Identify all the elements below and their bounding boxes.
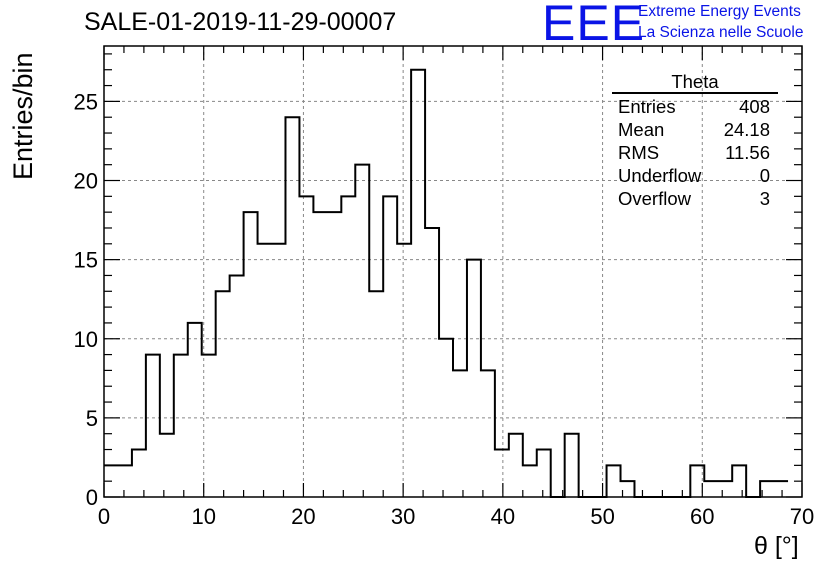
histogram-bin: [607, 465, 621, 497]
histogram-bin: [383, 196, 397, 497]
stats-value: 24.18: [723, 119, 770, 140]
histogram-bin: [188, 323, 202, 497]
y-tick-label: 15: [74, 248, 98, 273]
x-tick-label: 70: [790, 504, 814, 529]
x-tick-label: 10: [191, 504, 215, 529]
stats-row-mean: Mean 24.18: [612, 118, 778, 141]
y-tick-label: 25: [74, 89, 98, 114]
logo-line-1: Extreme Energy Events: [638, 3, 801, 20]
histogram-bin: [774, 481, 788, 497]
histogram-bin: [174, 355, 188, 497]
axis-ticks: [103, 46, 803, 498]
histogram-bin: [146, 355, 160, 497]
y-tick-label: 5: [86, 406, 98, 431]
histogram-bin: [258, 244, 272, 497]
histogram-bin: [244, 212, 258, 497]
histogram-bin: [621, 481, 635, 497]
histogram-bin: [425, 228, 439, 497]
plot-frame: [103, 45, 803, 498]
stats-label: Overflow: [618, 188, 691, 209]
histogram-bin: [299, 196, 313, 497]
stats-label: Mean: [618, 119, 665, 140]
y-tick-label: 0: [86, 485, 98, 510]
histogram-bin: [272, 244, 286, 497]
histogram-bin: [132, 450, 146, 497]
histogram-bin: [704, 481, 718, 497]
logo-line-2: La Scienza nelle Scuole: [638, 24, 804, 41]
histogram-bin: [523, 465, 537, 497]
histogram-bin: [160, 434, 174, 497]
stats-label: Entries: [618, 96, 676, 117]
histogram-bin: [495, 450, 509, 497]
histogram-bin: [355, 165, 369, 497]
histogram-bin: [760, 481, 774, 497]
stats-row-rms: RMS 11.56: [612, 141, 778, 164]
x-axis-label: θ [°]: [754, 532, 799, 560]
x-tick-label: 30: [391, 504, 415, 529]
histogram-bin: [411, 70, 425, 497]
stats-row-overflow: Overflow 3: [612, 187, 778, 210]
histogram-bin: [439, 339, 453, 497]
histogram-bin: [481, 370, 495, 497]
x-tick-label: 20: [291, 504, 315, 529]
histogram-bin: [230, 275, 244, 497]
stats-label: RMS: [618, 142, 660, 163]
histogram-bin: [313, 212, 327, 497]
stats-row-underflow: Underflow 0: [612, 164, 778, 187]
x-tick-label: 0: [98, 504, 110, 529]
y-tick-label: 20: [74, 169, 98, 194]
histogram-bin: [453, 370, 467, 497]
histogram-outline: [104, 68, 789, 498]
histogram-bin: [202, 355, 216, 497]
histogram-bin: [369, 291, 383, 497]
histogram-bin: [537, 450, 551, 497]
histogram-bin: [327, 212, 341, 497]
stats-label: Underflow: [618, 165, 702, 186]
stats-value: 408: [739, 96, 770, 117]
histogram-bin: [509, 434, 523, 497]
histogram-bin: [732, 465, 746, 497]
stats-value: 3: [759, 188, 770, 209]
histogram-bin: [565, 434, 579, 497]
chart-title: SALE-01-2019-11-29-00007: [84, 8, 397, 36]
histogram-bin: [718, 481, 732, 497]
histogram-bin: [397, 244, 411, 497]
stats-row-entries: Entries 408: [612, 95, 778, 118]
histogram-bin: [104, 465, 118, 497]
y-axis-label: Entries/bin: [8, 52, 38, 180]
histogram-bin: [690, 465, 704, 497]
x-tick-label: 60: [690, 504, 714, 529]
histogram-bin: [341, 196, 355, 497]
stats-name: Theta: [612, 72, 778, 94]
histogram-bin: [285, 117, 299, 497]
stats-value: 0: [759, 165, 770, 186]
y-tick-label: 10: [74, 327, 98, 352]
eee-logo: EEE: [542, 0, 646, 51]
histogram-bin: [216, 291, 230, 497]
histogram-bin: [118, 465, 132, 497]
histogram-bins: [104, 68, 789, 498]
histogram-bin: [467, 260, 481, 497]
x-tick-label: 40: [491, 504, 515, 529]
stats-box: Theta Entries 408 Mean 24.18 RMS 11.56 U…: [612, 72, 778, 210]
stats-value: 11.56: [725, 142, 770, 163]
x-tick-label: 50: [590, 504, 614, 529]
